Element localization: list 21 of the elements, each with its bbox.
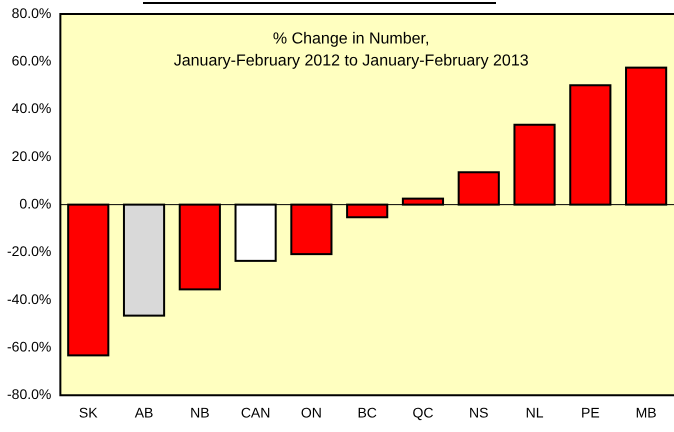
text: % Change in Number, January-February 2012 to January-February 2013	[174, 30, 529, 70]
y-tick-label: -80.0%	[7, 386, 52, 402]
y-tick-label: 60.0%	[12, 52, 52, 69]
y-tick-label: 40.0%	[12, 100, 52, 116]
y-tick-label: -60.0%	[7, 338, 52, 354]
x-tick-label: QC	[412, 404, 434, 420]
x-tick-label: NS	[469, 404, 488, 420]
x-tick-label: NB	[190, 404, 210, 420]
x-tick-label: ON	[300, 404, 322, 420]
y-tick-label: 80.0%	[12, 4, 52, 21]
x-tick-label: BC	[357, 404, 377, 420]
x-tick-label: PE	[580, 404, 600, 420]
x-tick-label: NL	[526, 404, 544, 420]
x-tick-label: MB	[636, 404, 657, 420]
x-tick-label: AB	[134, 404, 154, 420]
y-tick-label: 0.0%	[19, 195, 52, 212]
y-tick-label: 20.0%	[12, 148, 52, 164]
y-tick-label: -20.0%	[7, 243, 52, 260]
y-tick-label: -40.0%	[7, 290, 52, 307]
x-tick-label: SK	[78, 404, 98, 420]
x-tick-label: CAN	[240, 404, 270, 420]
